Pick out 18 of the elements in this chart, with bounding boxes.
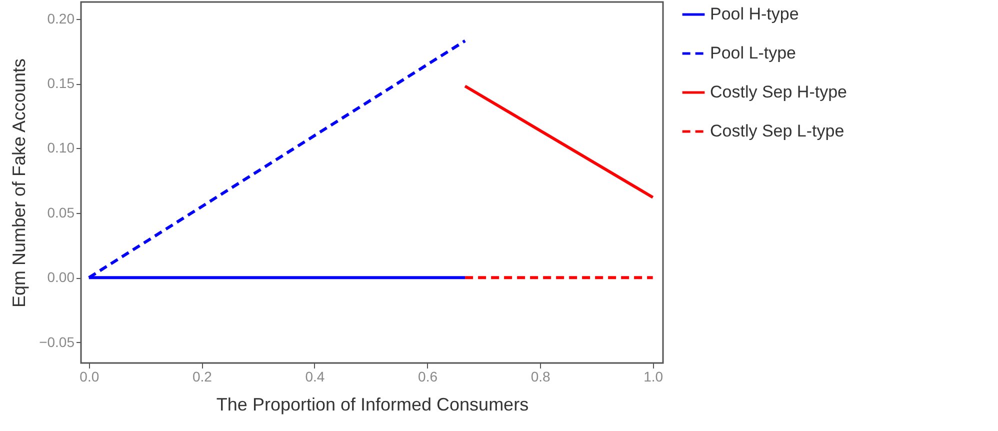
legend-label: Costly Sep L-type [710,122,844,140]
y-axis-title: Eqm Number of Fake Accounts [9,58,30,308]
x-tick-label: 0.8 [530,368,550,384]
y-tick-label: 0.15 [47,75,75,92]
legend-label: Costly Sep H-type [710,82,847,102]
x-axis-title: The Proportion of Informed Consumers [216,394,529,414]
y-tick-label: 0.00 [47,269,75,286]
y-tick-label: 0.20 [47,10,75,26]
y-tick-label: −0.05 [39,334,75,350]
legend-label: Pool L-type [710,44,796,62]
y-tick-label: 0.10 [47,140,75,156]
x-tick-label: 1.0 [644,368,664,384]
y-tick-label: 0.05 [47,204,75,220]
x-tick-label: 0.6 [418,368,438,384]
x-tick-label: 0.4 [305,368,325,384]
x-tick-label: 0.0 [80,368,100,384]
legend-label: Pool H-type [710,4,799,24]
x-tick-label: 0.2 [192,368,212,384]
